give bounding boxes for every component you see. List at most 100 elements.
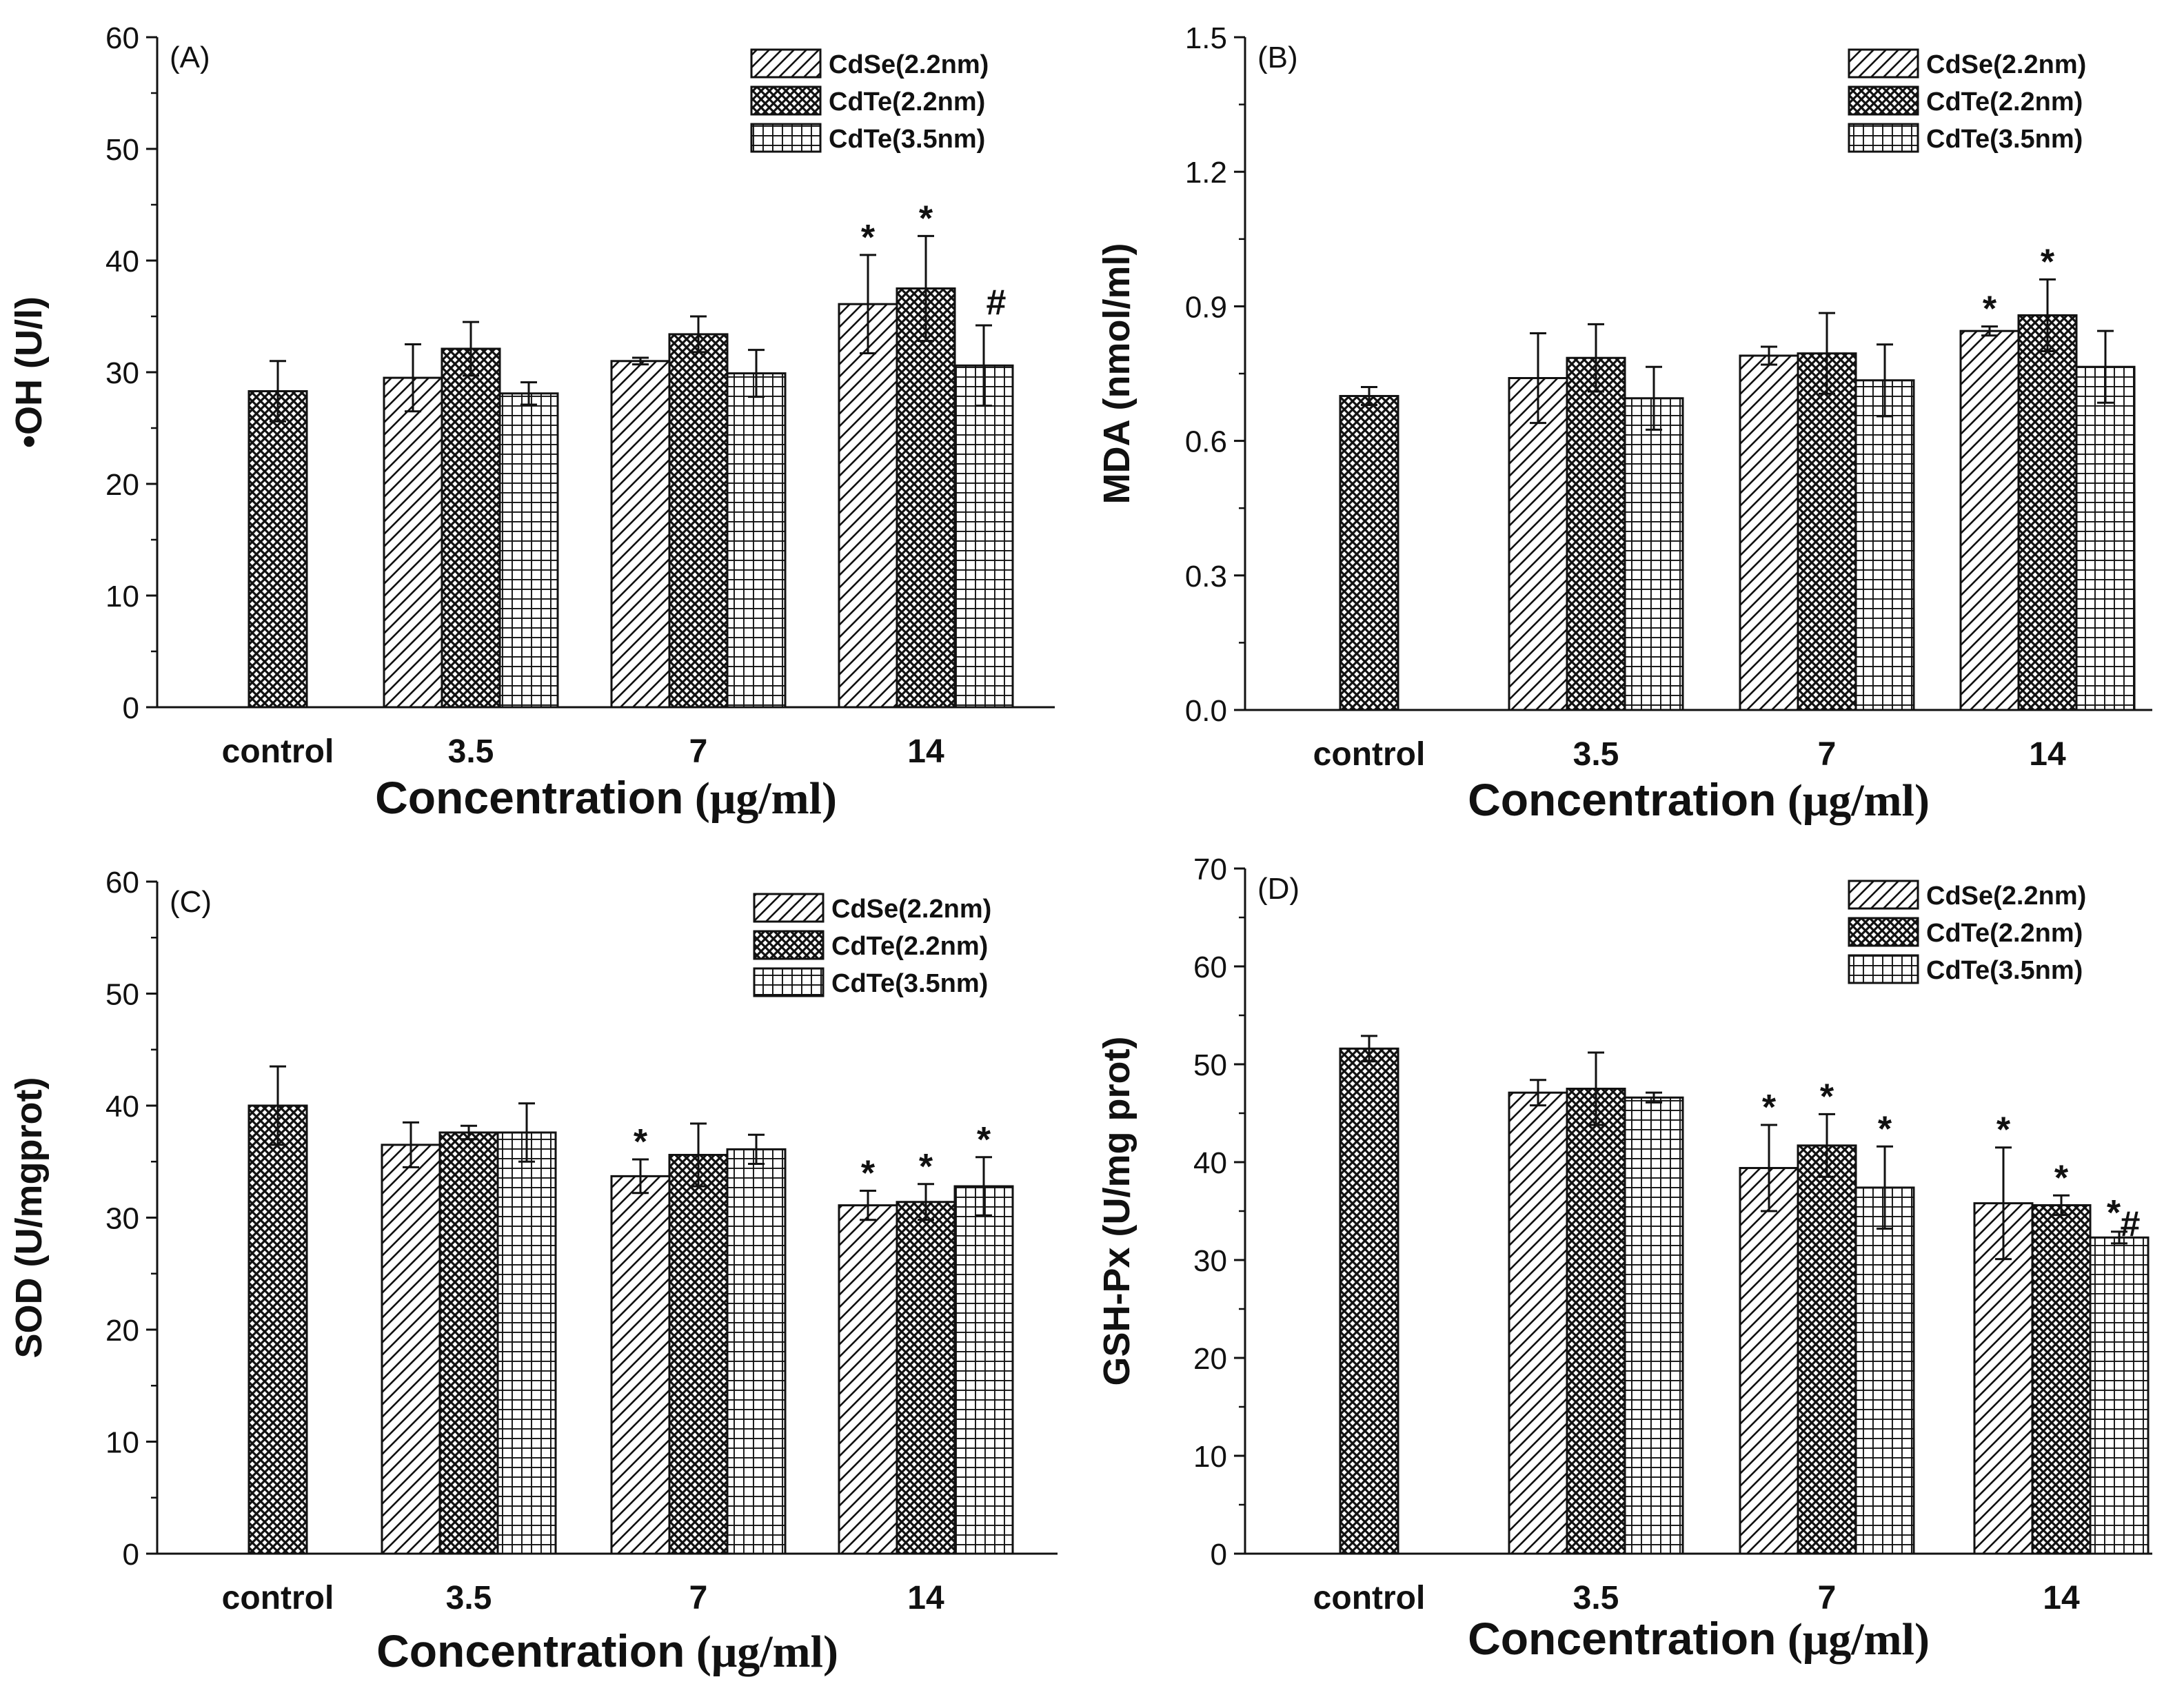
- bar: [496, 1131, 557, 1555]
- y-tick-label: 70: [1193, 853, 1227, 886]
- bar: [896, 287, 956, 709]
- legend-swatch: [1848, 880, 1919, 910]
- y-tick-label: 0: [1211, 1538, 1227, 1572]
- y-tick-label: 20: [1193, 1342, 1227, 1376]
- y-tick-label: 0: [123, 1538, 139, 1572]
- significance-mark: *: [634, 1122, 648, 1162]
- x-tick-label: control: [222, 1580, 334, 1616]
- x-axis-title-unit: (μg/ml): [1776, 1614, 1930, 1665]
- x-tick-label: 7: [689, 1580, 708, 1616]
- legend-label: CdTe(2.2nm): [1926, 919, 2083, 948]
- x-axis-title-word: Concentration: [1468, 1613, 1776, 1664]
- legend-swatch: [750, 123, 822, 153]
- panel-b: 0.0 0.3 0.6 0.9 1.2 1.5 MDA (nmol/ml) (B) Concen…: [1096, 21, 2152, 826]
- x-axis-title-word: Concentration: [376, 1625, 685, 1676]
- x-axis-title: Concentration (μg/ml): [376, 1625, 838, 1677]
- legend-swatch: [753, 893, 825, 923]
- bar: [953, 364, 1014, 709]
- bar: [1508, 1091, 1568, 1555]
- y-tick-label: 30: [105, 356, 139, 390]
- y-tick-label: 50: [105, 133, 139, 167]
- x-tick-label: 3.5: [446, 1580, 492, 1616]
- panel-label: (A): [170, 41, 210, 74]
- y-tick-label: 20: [105, 468, 139, 502]
- legend-label: CdTe(3.5nm): [831, 969, 988, 998]
- panel-a: 0 10 20 30 40 50 60 •OH (U/l) (A) Concentration (…: [8, 21, 1055, 824]
- y-tick-label: 10: [105, 580, 139, 613]
- legend: CdSe(2.2nm) CdTe(2.2nm) CdTe(3.5nm): [750, 48, 989, 154]
- significance-mark: *: [2054, 1158, 2069, 1198]
- bar: [610, 1175, 671, 1555]
- significance-mark: *: [1878, 1109, 1892, 1149]
- significance-mark: *: [861, 218, 876, 258]
- y-axis-title: SOD (U/mgprot): [8, 1077, 50, 1359]
- x-tick-label: 14: [2043, 1580, 2080, 1616]
- y-tick-label: 0.6: [1185, 425, 1227, 459]
- x-tick-label: control: [222, 733, 334, 770]
- bar: [247, 1104, 308, 1555]
- x-tick-label: 3.5: [1573, 1580, 1619, 1616]
- y-tick-label: 0.3: [1185, 560, 1227, 593]
- y-tick-label: 40: [105, 245, 139, 278]
- y-tick-label: 60: [1193, 951, 1227, 984]
- significance-mark: *: [1996, 1110, 2011, 1150]
- significance-mark: *: [2041, 242, 2055, 282]
- bar: [1339, 1047, 1399, 1555]
- y-tick-label: 10: [1193, 1440, 1227, 1474]
- bar: [838, 303, 898, 709]
- bar: [1339, 395, 1399, 711]
- legend-label: CdSe(2.2nm): [831, 895, 991, 924]
- bar: [1566, 356, 1626, 711]
- legend-swatch: [1848, 954, 1919, 984]
- y-tick-label: 1.2: [1185, 156, 1227, 190]
- significance-mark: *: [1983, 290, 1997, 329]
- legend-swatch: [1848, 123, 1919, 153]
- significance-mark: *: [1762, 1088, 1777, 1128]
- bar: [438, 1131, 499, 1555]
- x-axis-title-unit: (μg/ml): [685, 1627, 838, 1677]
- y-tick-label: 1.5: [1185, 21, 1227, 55]
- y-axis-title: •OH (U/l): [8, 296, 50, 448]
- significance-mark: #: [987, 283, 1007, 323]
- legend-swatch: [1848, 85, 1919, 116]
- legend: CdSe(2.2nm) CdTe(2.2nm) CdTe(3.5nm): [1848, 880, 2086, 985]
- legend-label: CdTe(2.2nm): [829, 88, 985, 116]
- legend: CdSe(2.2nm) CdTe(2.2nm) CdTe(3.5nm): [753, 893, 991, 998]
- y-tick-label: 20: [105, 1314, 139, 1348]
- bar: [1797, 352, 1857, 711]
- bar: [610, 360, 671, 709]
- legend-label: CdSe(2.2nm): [829, 50, 989, 79]
- bar: [668, 333, 729, 709]
- bar: [2075, 365, 2136, 711]
- x-tick-label: 7: [1818, 736, 1837, 773]
- x-tick-label: 14: [2029, 736, 2066, 773]
- y-tick-label: 40: [1193, 1146, 1227, 1180]
- bar: [1624, 1096, 1684, 1555]
- bar: [896, 1201, 956, 1555]
- x-axis-title-word: Concentration: [375, 772, 683, 823]
- y-axis-title: MDA (nmol/ml): [1096, 243, 1138, 505]
- legend-label: CdSe(2.2nm): [1926, 882, 2086, 911]
- x-tick-label: control: [1313, 1580, 1426, 1616]
- x-axis-title: Concentration (μg/ml): [375, 772, 837, 824]
- legend-swatch: [753, 967, 825, 997]
- legend-label: CdTe(3.5nm): [1926, 125, 2083, 154]
- legend-swatch: [1848, 917, 1919, 947]
- bar: [441, 347, 501, 709]
- x-tick-label: 3.5: [1573, 736, 1619, 773]
- bar: [1797, 1144, 1857, 1555]
- significance-mark: *: [861, 1154, 876, 1194]
- y-tick-label: 50: [1193, 1048, 1227, 1082]
- y-axis-title: GSH-Px (U/mg prot): [1096, 1037, 1138, 1386]
- x-tick-label: 14: [907, 733, 944, 770]
- x-axis-title-word: Concentration: [1468, 774, 1776, 825]
- legend-swatch: [1848, 48, 1919, 79]
- bar: [1973, 1202, 2034, 1555]
- x-axis-title: Concentration (μg/ml): [1468, 1613, 1930, 1665]
- bar: [498, 392, 559, 709]
- panel-label: (D): [1257, 872, 1300, 906]
- bar: [383, 376, 443, 709]
- significance-mark: *: [919, 1147, 933, 1187]
- y-tick-label: 0.0: [1185, 694, 1227, 728]
